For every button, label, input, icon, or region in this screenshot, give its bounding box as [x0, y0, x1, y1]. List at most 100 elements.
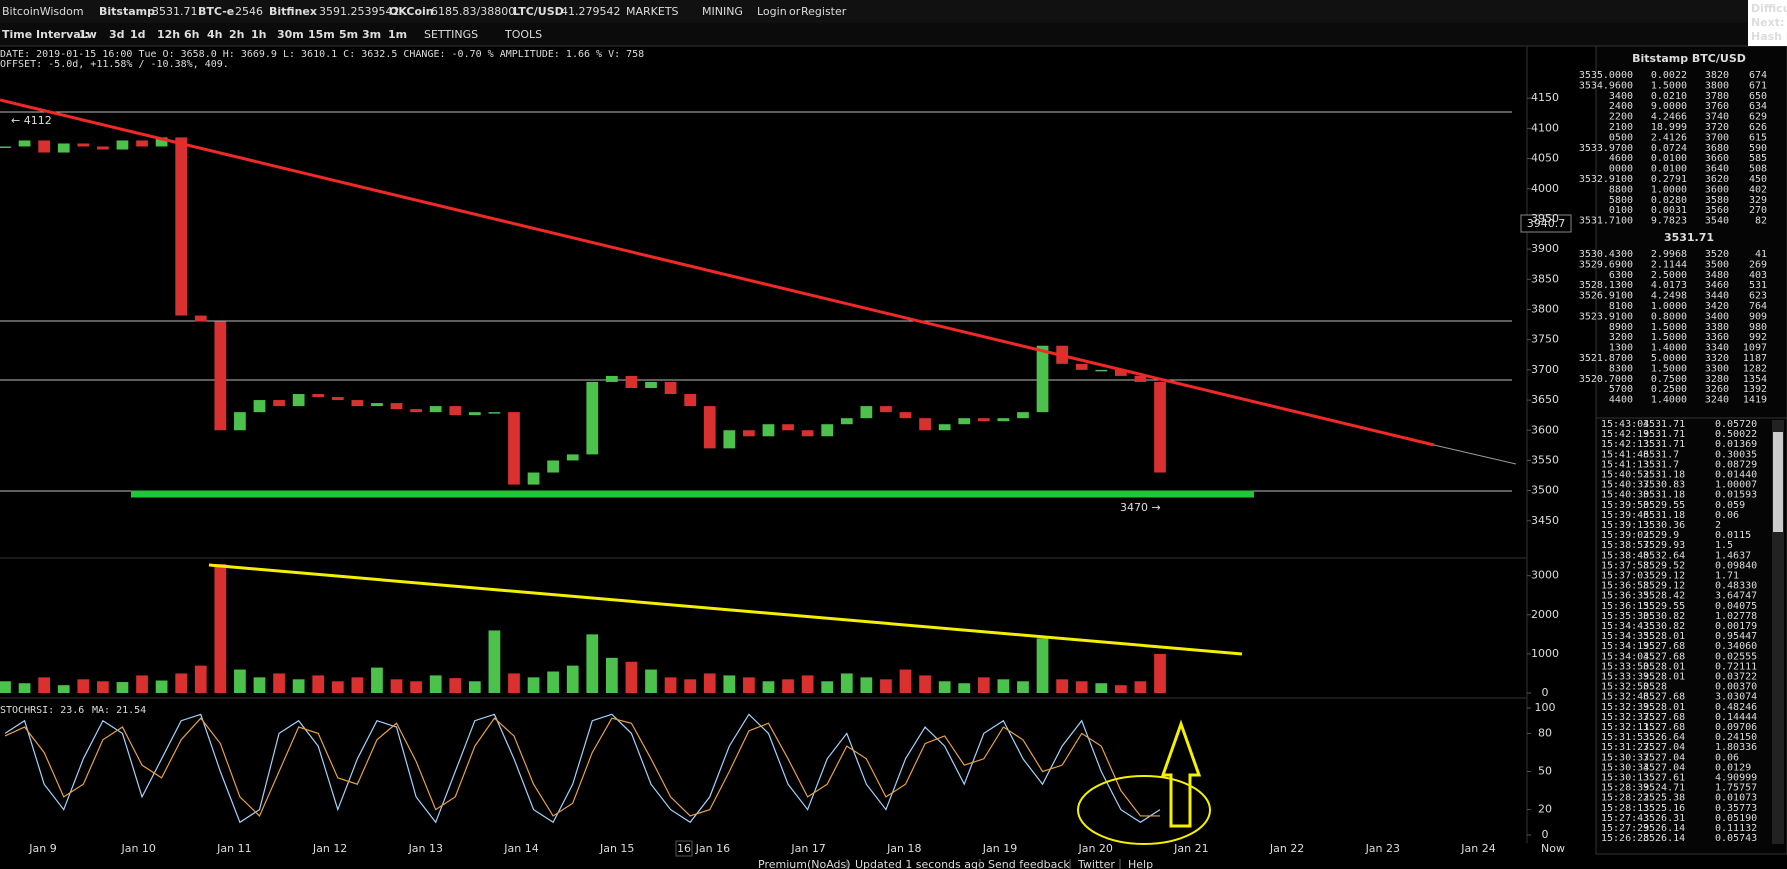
orderbook-cell: 992 [1749, 332, 1767, 343]
ticker-name[interactable]: LTC/USD [513, 5, 564, 18]
trade-amount: 3.03074 [1715, 692, 1757, 703]
interval[interactable]: 4h [207, 28, 223, 41]
trade-time: 15:41:13 [1601, 459, 1649, 470]
volume-bar [508, 673, 520, 693]
trade-time: 15:30:13 [1601, 773, 1649, 784]
candle [136, 140, 148, 147]
trade-price: 3527.68 [1643, 692, 1685, 703]
footer-link[interactable]: Send feedback [988, 858, 1070, 869]
orderbook-cell: 634 [1749, 101, 1767, 112]
brand[interactable]: BitcoinWisdom [2, 5, 84, 18]
interval[interactable]: 1m [388, 28, 407, 41]
orderbook-cell: 8300 [1609, 363, 1633, 374]
candle [1075, 363, 1088, 370]
side-box [1748, 0, 1787, 46]
orderbook-cell: 3521.8700 [1579, 353, 1633, 364]
login[interactable]: Login [757, 5, 787, 18]
settings[interactable]: SETTINGS [424, 28, 478, 41]
menu[interactable]: MINING [702, 5, 743, 18]
ticker-name[interactable]: OKCoin [389, 5, 434, 18]
trade-price: 3528.01 [1643, 702, 1685, 713]
volume-bar [429, 675, 442, 693]
orderbook-cell: 3580 [1705, 195, 1729, 206]
footer-link[interactable]: Premium(NoAds) [758, 858, 851, 869]
y-tick-label: 3800 [1531, 303, 1559, 316]
trade-time: 15:32:11 [1601, 722, 1649, 733]
orderbook-cell: 3660 [1705, 153, 1729, 164]
x-tick-label: Jan 11 [216, 842, 251, 855]
trend-extension [1433, 444, 1517, 465]
footer-link[interactable]: Twitter [1077, 858, 1115, 869]
or: or [789, 5, 801, 18]
trade-price: 3530.82 [1643, 621, 1685, 632]
candle [351, 400, 364, 407]
volume-bar [821, 681, 834, 693]
candle [625, 375, 638, 388]
trade-time: 15:32:46 [1601, 692, 1649, 703]
orderbook-cell: 3520.7000 [1579, 374, 1633, 385]
trade-price: 3530.82 [1643, 611, 1685, 622]
footer-link[interactable]: Help [1128, 858, 1153, 869]
ticker-name[interactable]: Bitfinex [269, 5, 317, 18]
volume-bar [880, 679, 892, 693]
trade-amount: 1.4637 [1715, 550, 1751, 561]
trade-amount: 0.00370 [1715, 682, 1757, 693]
ticker-name[interactable]: Bitstamp [99, 5, 155, 18]
scroll-thumb[interactable] [1773, 432, 1783, 532]
ticker-name[interactable]: BTC-e [198, 5, 234, 18]
interval[interactable]: 12h [157, 28, 180, 41]
trade-time: 15:28:22 [1601, 793, 1649, 804]
orderbook-cell: 3531.7100 [1579, 216, 1633, 227]
y-tick-label: 50 [1538, 765, 1552, 778]
trade-amount: 0.05743 [1715, 833, 1757, 844]
trade-time: 15:26:28 [1601, 833, 1649, 844]
trade-time: 15:34:43 [1601, 621, 1649, 632]
x-tick-label: Jan 19 [982, 842, 1017, 855]
interval[interactable]: 6h [184, 28, 200, 41]
interval[interactable]: 15m [308, 28, 335, 41]
interval[interactable]: 5m [339, 28, 358, 41]
volume-bar [273, 673, 285, 693]
tools[interactable]: TOOLS [504, 28, 542, 41]
candle [899, 412, 912, 419]
candle [801, 430, 814, 437]
trade-price: 3526.31 [1643, 813, 1685, 824]
volume-bar [116, 682, 129, 693]
x-tick-label: Jan 16 [695, 842, 730, 855]
interval[interactable]: 3m [362, 28, 381, 41]
x-tick-label: Jan 24 [1460, 842, 1495, 855]
volume-bar [0, 681, 11, 693]
register[interactable]: Register [801, 5, 847, 18]
interval[interactable]: 1w [79, 28, 97, 41]
interval[interactable]: 30m [277, 28, 304, 41]
trade-time: 15:36:58 [1601, 581, 1649, 592]
trade-price: 3527.68 [1643, 641, 1685, 652]
interval[interactable]: 1d [130, 28, 146, 41]
trade-price: 3527.68 [1643, 712, 1685, 723]
orderbook-cell: 1419 [1743, 395, 1767, 406]
trade-price: 3530.83 [1643, 480, 1685, 491]
trade-amount: 0.01593 [1715, 490, 1757, 501]
interval[interactable]: 2h [229, 28, 245, 41]
trade-amount: 0.05190 [1715, 813, 1757, 824]
trade-time: 15:42:13 [1601, 439, 1649, 450]
trade-time: 15:33:50 [1601, 661, 1649, 672]
y-tick-label: 3000 [1531, 569, 1559, 582]
candle [919, 418, 931, 431]
orderbook-cell: 0100 [1609, 205, 1633, 216]
trade-time: 15:39:50 [1601, 500, 1649, 511]
candle [1114, 369, 1127, 376]
trade-price: 3529.55 [1643, 601, 1685, 612]
orderbook-cell: 8900 [1609, 322, 1633, 333]
volume-bar [958, 683, 971, 693]
x-tick-label: Jan 10 [120, 842, 155, 855]
interval[interactable]: 3d [109, 28, 125, 41]
volume-bar [351, 677, 364, 693]
cursor-price-box [1520, 214, 1572, 233]
interval[interactable]: 1h [251, 28, 267, 41]
trade-amount: 0.50022 [1715, 429, 1757, 440]
menu[interactable]: MARKETS [626, 5, 679, 18]
orderbook-cell: 3400 [1609, 91, 1633, 102]
trade-time: 15:38:57 [1601, 540, 1649, 551]
trade-amount: 1.02778 [1715, 611, 1757, 622]
